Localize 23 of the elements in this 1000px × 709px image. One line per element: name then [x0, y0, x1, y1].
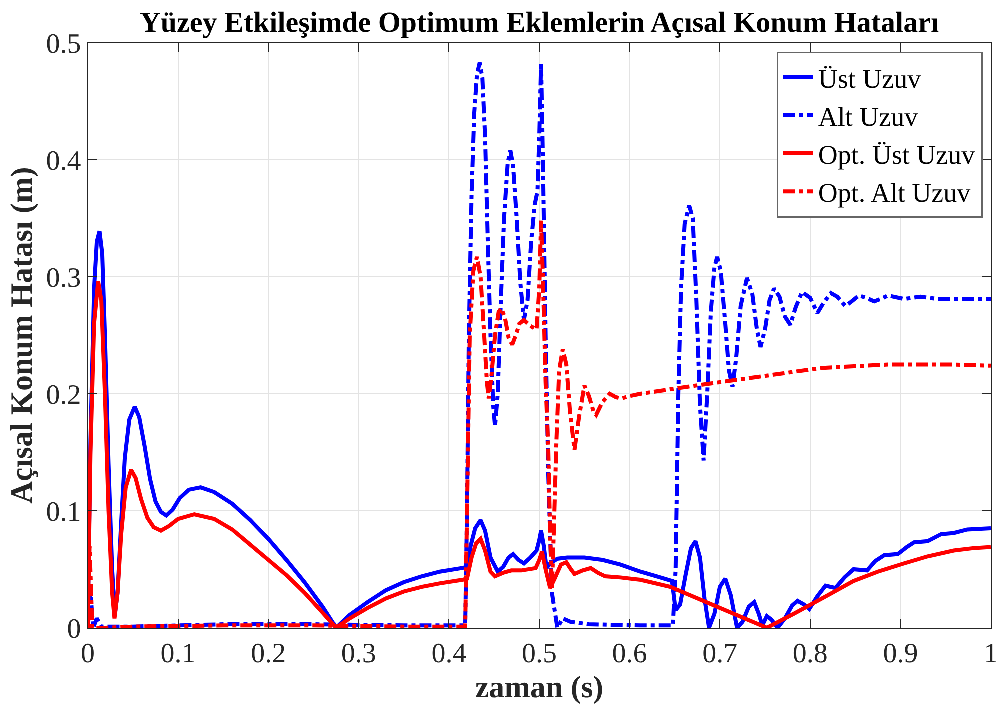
y-tick-label: 0.5: [46, 28, 82, 60]
chart-title: Yüzey Etkileşimde Optimum Eklemlerin Açısal Konum Hataları: [140, 7, 940, 40]
x-tick-label: 0.5: [522, 638, 557, 670]
x-tick-label: 0.2: [251, 638, 286, 670]
y-tick-label: 0.4: [46, 146, 82, 177]
x-tick-label: 0.8: [792, 638, 828, 670]
x-tick-label: 0.6: [612, 638, 648, 670]
y-tick-label: 0.2: [46, 380, 82, 411]
legend-label: Alt Uzuv: [818, 102, 919, 132]
x-axis-title: zaman (s): [475, 670, 604, 705]
x-tick-label: 0.7: [702, 638, 738, 670]
y-axis-title: Açısal Konum Hatası (m): [4, 167, 39, 504]
legend-label: Opt. Üst Uzuv: [818, 140, 976, 170]
y-tick-label: 0.1: [46, 496, 82, 528]
x-tick-label: 0.3: [341, 638, 376, 670]
x-tick-label: 0.9: [883, 638, 918, 670]
y-tick-label: 0.3: [46, 262, 82, 294]
x-tick-label: 1: [984, 638, 998, 670]
y-tick-label: 0: [67, 614, 82, 645]
legend-label: Opt. Alt Uzuv: [818, 178, 972, 208]
x-tick-label: 0.4: [432, 638, 467, 670]
legend-label: Üst Uzuv: [818, 64, 922, 94]
x-tick-label: 0.1: [160, 638, 196, 670]
